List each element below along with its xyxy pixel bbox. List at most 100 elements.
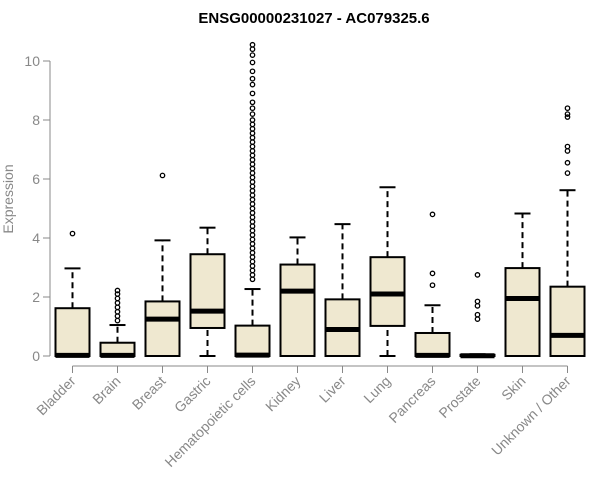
x-tick-label: Gastric [171,373,214,416]
box-1 [99,287,136,358]
outlier-point [249,170,256,176]
outlier-point [249,130,256,137]
outlier-point [249,139,256,145]
box-body [234,324,271,357]
outlier-point [564,143,571,150]
y-axis-label: Expression [0,164,16,233]
outlier-point [249,117,256,123]
y-axis: 0 2 4 6 8 10 [24,53,51,364]
outlier-point [564,105,571,112]
outlier-point [249,134,256,141]
outlier-point [249,179,256,185]
outlier-point [249,214,256,221]
outlier-point [249,254,256,261]
box-3 [189,226,226,357]
box-4 [234,41,271,358]
outlier-point [249,223,256,230]
outlier-point [114,313,121,320]
outlier-point [564,159,571,166]
outlier-point [249,205,256,212]
outlier-point [249,161,256,168]
outlier-point [474,298,481,305]
box-body [189,253,226,329]
outlier-point [474,316,481,322]
outlier-point [249,152,256,159]
outlier-point [249,249,256,256]
outlier-point [429,282,436,289]
box-0 [54,230,91,358]
outlier-point [69,230,76,237]
box-6 [324,223,361,357]
x-tick-label: Prostate [435,373,483,421]
outlier-point [249,258,256,265]
outlier-point [249,218,256,225]
outlier-point [249,121,256,128]
outlier-point [249,241,256,247]
outlier-point [249,272,256,278]
outlier-point [249,187,256,194]
x-tick-label: Bladder [33,373,79,419]
outlier-point [114,291,121,297]
box-body [414,331,451,357]
box-body [504,267,541,357]
outlier-point [249,267,256,274]
x-tick-label: Unknown / Other [488,373,574,459]
outlier-point [429,270,436,277]
outlier-point [429,211,436,218]
y-tick-label: 0 [32,348,40,364]
outlier-point [249,165,256,172]
outlier-point [249,263,256,269]
outlier-point [564,148,571,154]
outlier-point [249,236,256,243]
outlier-point [249,156,256,163]
box-body [54,307,91,357]
x-tick-label: Skin [498,373,529,404]
outlier-point [249,245,256,252]
box-8 [414,211,451,358]
outlier-point [474,272,481,278]
outlier-point [249,210,256,216]
x-tick-label: Liver [316,373,349,406]
outlier-point [249,59,256,66]
x-tick-label: Pancreas [385,373,438,426]
y-tick-label: 8 [32,112,40,128]
box-10 [504,212,541,357]
box-11 [549,105,586,357]
outlier-point [249,192,256,199]
outlier-point [114,304,121,311]
outlier-point [249,52,256,58]
outlier-point [249,126,256,132]
box-7 [369,186,406,357]
chart-title: ENSG00000231027 - AC079325.6 [198,10,429,27]
outlier-point [249,41,256,48]
outlier-point [249,276,256,283]
outlier-point [249,227,256,234]
outlier-point [249,75,256,82]
outlier-point [159,172,166,179]
outlier-point [564,111,571,117]
box-5 [279,236,316,357]
box-2 [144,172,181,357]
y-tick-label: 2 [32,289,40,305]
x-tick-label: Kidney [262,373,304,415]
outlier-point [249,232,256,238]
outlier-point [564,114,571,120]
outlier-point [114,287,121,294]
outlier-point [114,295,121,302]
y-tick-label: 4 [32,230,40,246]
outlier-point [249,143,256,150]
outlier-point [249,68,256,75]
outlier-point [249,46,256,53]
x-tick-label: Brain [89,373,123,407]
outlier-point [249,90,256,97]
box-body [549,285,586,357]
outlier-point [249,174,256,181]
outlier-point [249,148,256,154]
outlier-point [249,105,256,112]
outlier-point [249,183,256,190]
x-tick-label: Lung [360,373,393,406]
y-tick-label: 6 [32,171,40,187]
outlier-point [474,311,481,318]
outlier-point [474,302,481,309]
x-tick-label: Breast [129,373,169,413]
